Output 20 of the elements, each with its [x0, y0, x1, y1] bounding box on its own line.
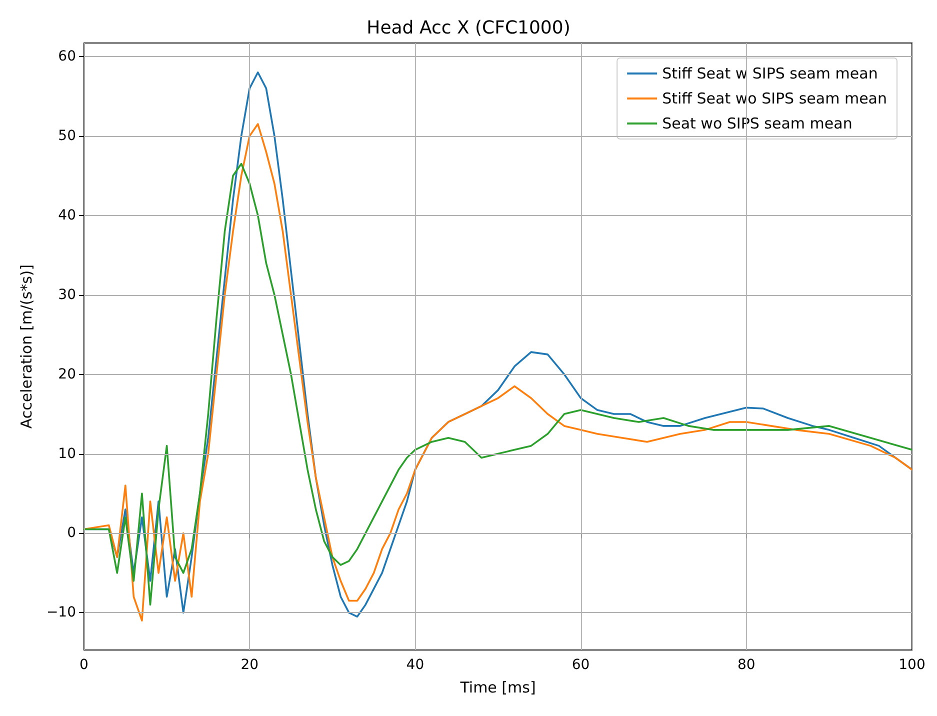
- x-tick-label: 80: [737, 657, 756, 673]
- y-tick-label: 0: [67, 525, 76, 542]
- y-tick-label: 50: [58, 128, 76, 144]
- x-axis-title: Time [ms]: [459, 678, 536, 696]
- x-tick-label: 20: [240, 657, 259, 673]
- legend-label: Stiff Seat w SIPS seam mean: [662, 64, 878, 82]
- x-tick-label: 40: [406, 657, 424, 673]
- chart-title: Head Acc X (CFC1000): [366, 18, 570, 38]
- y-tick-label: 60: [58, 48, 76, 65]
- legend-label: Seat wo SIPS seam mean: [662, 114, 852, 132]
- y-tick-label: 40: [58, 207, 76, 224]
- y-tick-label: 20: [58, 366, 76, 382]
- x-tick-label: 100: [898, 657, 926, 673]
- legend-label: Stiff Seat wo SIPS seam mean: [662, 90, 888, 108]
- y-tick-label: 10: [58, 446, 76, 462]
- x-tick-label: 60: [572, 657, 590, 673]
- y-axis-title: Acceleration [m/(s*s)]: [18, 264, 36, 429]
- x-tick-label: 0: [80, 657, 88, 673]
- y-tick-label: −10: [46, 604, 76, 621]
- y-tick-label: 30: [58, 286, 76, 303]
